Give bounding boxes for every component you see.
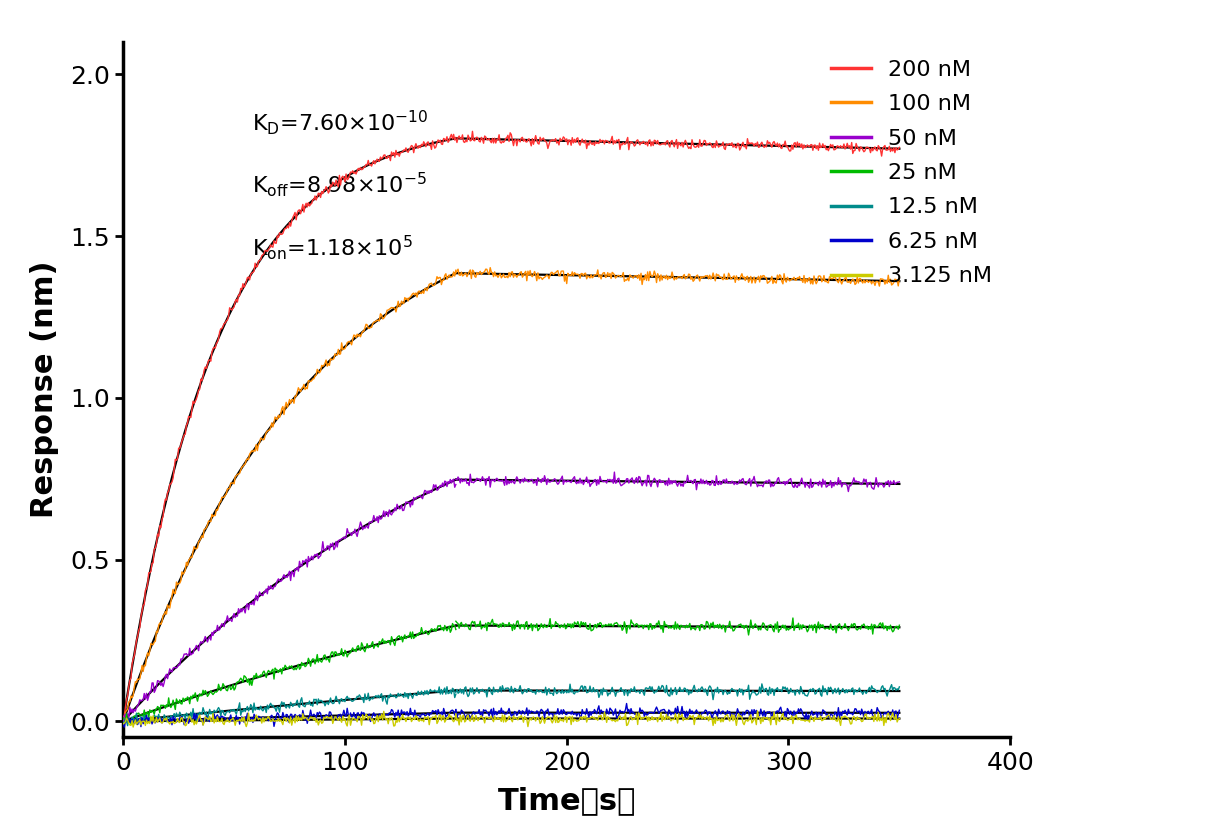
Text: K$_\mathregular{D}$=7.60×10$^{-10}$: K$_\mathregular{D}$=7.60×10$^{-10}$ — [251, 108, 429, 137]
X-axis label: Time（s）: Time（s） — [498, 786, 636, 815]
Text: K$_\mathregular{off}$=8.98×10$^{-5}$: K$_\mathregular{off}$=8.98×10$^{-5}$ — [251, 171, 426, 199]
Y-axis label: Response (nm): Response (nm) — [30, 261, 59, 519]
Legend: 200 nM, 100 nM, 50 nM, 25 nM, 12.5 nM, 6.25 nM, 3.125 nM: 200 nM, 100 nM, 50 nM, 25 nM, 12.5 nM, 6… — [824, 53, 999, 293]
Text: K$_\mathregular{on}$=1.18×10$^{5}$: K$_\mathregular{on}$=1.18×10$^{5}$ — [251, 233, 413, 262]
